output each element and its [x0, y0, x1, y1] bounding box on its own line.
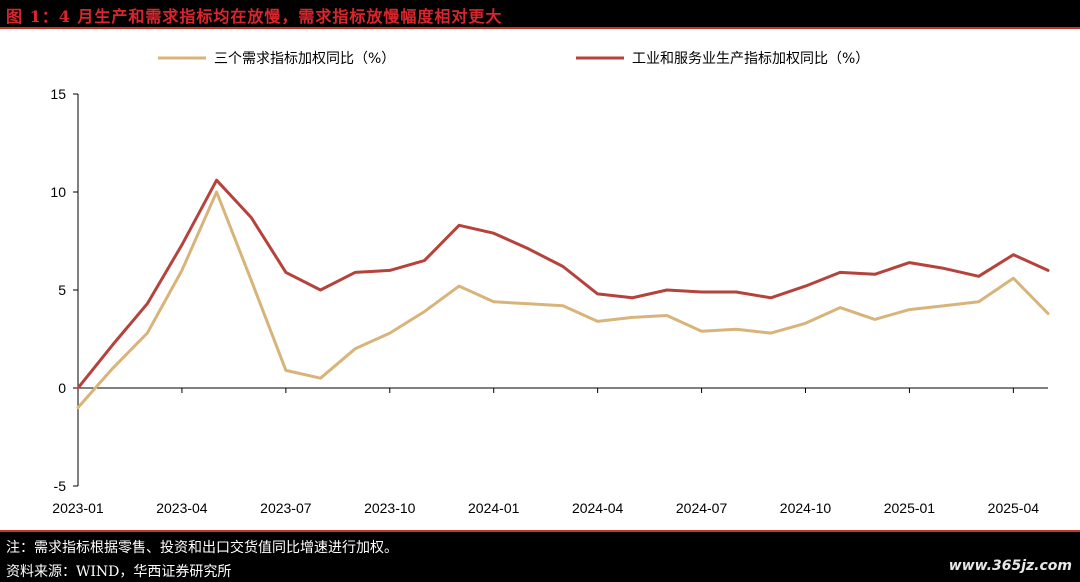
y-tick-label: 10 [50, 184, 66, 200]
x-tick-label: 2024-10 [780, 500, 832, 516]
figure-title-bar: 图 1：4 月生产和需求指标均在放慢，需求指标放慢幅度相对更大 [0, 0, 1080, 27]
chart-series [76, 178, 1050, 410]
x-tick-label: 2023-07 [260, 500, 312, 516]
x-tick-label: 2024-01 [468, 500, 520, 516]
y-tick-label: 15 [50, 86, 66, 102]
series-line-1 [76, 190, 1050, 410]
figure-title: 图 1：4 月生产和需求指标均在放慢，需求指标放慢幅度相对更大 [6, 7, 503, 26]
chart-axes: -5 0 5 10 15 2023-01 2023-04 2023-07 2023-10 2024… [50, 86, 1048, 516]
title-divider [0, 27, 1080, 29]
x-tick-label: 2023-04 [156, 500, 208, 516]
line-chart: 三个需求指标加权同比（%） 工业和服务业生产指标加权同比（%） -5 0 5 10 15 2… [50, 51, 1050, 516]
x-tick-label: 2024-04 [572, 500, 624, 516]
footer-note: 注：需求指标根据零售、投资和出口交货值同比增速进行加权。 [6, 540, 398, 556]
y-tick-label: 5 [58, 282, 66, 298]
y-tick-label: -5 [54, 478, 67, 494]
x-tick-label: 2024-07 [676, 500, 728, 516]
x-tick-label: 2025-04 [988, 500, 1040, 516]
figure-footer: 注：需求指标根据零售、投资和出口交货值同比增速进行加权。 资料来源：WIND，华… [0, 530, 1080, 582]
chart-legend: 三个需求指标加权同比（%） 工业和服务业生产指标加权同比（%） [158, 51, 869, 67]
legend-label-1: 三个需求指标加权同比（%） [214, 51, 395, 67]
x-tick-label: 2023-10 [364, 500, 416, 516]
legend-label-2: 工业和服务业生产指标加权同比（%） [632, 51, 869, 67]
x-tick-label: 2023-01 [52, 500, 104, 516]
watermark: www.365jz.com [948, 558, 1072, 574]
y-tick-label: 0 [58, 380, 66, 396]
x-tick-label: 2025-01 [884, 500, 936, 516]
footer-source: 资料来源：WIND，华西证券研究所 [6, 564, 232, 580]
footer-divider [0, 530, 1080, 532]
